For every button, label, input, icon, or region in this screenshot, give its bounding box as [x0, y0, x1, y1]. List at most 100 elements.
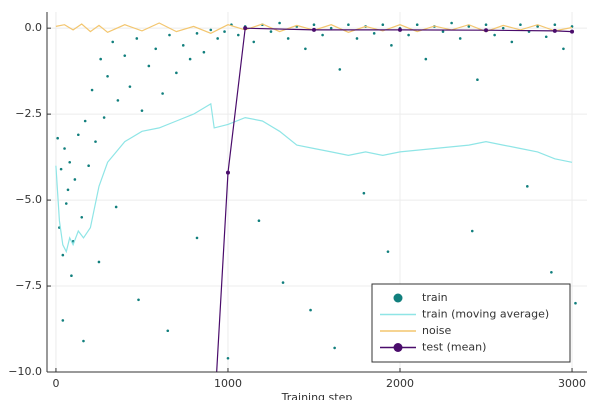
point [128, 85, 132, 88]
x-axis-label: Training step [281, 391, 353, 400]
point [484, 23, 488, 27]
point [526, 185, 529, 188]
point [181, 44, 185, 47]
marker [570, 29, 575, 34]
point [68, 160, 72, 164]
point [407, 33, 410, 37]
point [252, 40, 256, 44]
point [114, 205, 118, 209]
point [321, 33, 324, 37]
legend-marker [393, 343, 403, 352]
point [312, 23, 316, 27]
legend-label: test (mean) [422, 341, 486, 354]
point [94, 140, 97, 143]
point [450, 21, 453, 25]
point [562, 47, 565, 51]
point [116, 99, 120, 102]
marker [484, 28, 489, 33]
point [59, 167, 63, 171]
point [66, 188, 70, 192]
point [202, 50, 206, 54]
point [415, 23, 419, 27]
point [355, 37, 359, 40]
point [195, 32, 199, 35]
point [63, 147, 66, 150]
y-tick-label: −7.5 [15, 279, 42, 292]
marker [552, 28, 557, 33]
x-tick-label: 3000 [558, 377, 586, 390]
x-tick-label: 0 [52, 377, 59, 390]
legend-marker [393, 293, 403, 303]
point [188, 57, 192, 61]
point [501, 26, 505, 30]
y-tick-label: −2.5 [15, 107, 42, 120]
marker [311, 27, 316, 32]
legend-label: train [422, 291, 448, 304]
point [424, 57, 428, 61]
point [550, 270, 553, 274]
point [536, 25, 539, 28]
point [553, 23, 557, 27]
point [470, 229, 474, 233]
point [226, 356, 230, 360]
line [55, 102, 573, 254]
point [329, 26, 333, 30]
point [347, 23, 350, 27]
point [441, 30, 445, 33]
point [467, 25, 471, 28]
point [236, 33, 240, 37]
y-tick-label: −10.0 [8, 365, 42, 378]
marker [225, 170, 230, 175]
point [111, 40, 115, 44]
point [381, 23, 385, 27]
point [64, 202, 68, 205]
point [123, 54, 127, 57]
point [390, 44, 393, 47]
point [281, 281, 285, 284]
point [106, 74, 109, 78]
point [168, 33, 171, 37]
point [82, 339, 85, 343]
point [309, 308, 312, 312]
point [372, 32, 376, 35]
point [386, 250, 390, 253]
point [73, 178, 77, 181]
point [99, 57, 102, 61]
line [216, 27, 573, 372]
point [135, 37, 139, 40]
point [269, 30, 273, 33]
point [166, 329, 170, 333]
y-tick-label: 0.0 [25, 21, 43, 34]
point [77, 133, 80, 137]
point [195, 236, 199, 240]
x-tick-label: 1000 [214, 377, 242, 390]
point [257, 219, 261, 223]
point [102, 116, 106, 119]
point [137, 298, 140, 302]
point [519, 23, 522, 27]
point [510, 40, 514, 44]
point [97, 260, 101, 264]
point [338, 68, 342, 71]
point [161, 92, 164, 95]
point [304, 47, 307, 51]
y-tick-label: −5.0 [15, 193, 42, 206]
point [61, 319, 65, 322]
legend-box [371, 283, 571, 363]
point [286, 37, 290, 40]
line [55, 22, 573, 34]
marker [243, 26, 248, 31]
point [209, 28, 213, 32]
point [278, 21, 281, 25]
point [87, 164, 90, 167]
point [175, 71, 178, 75]
point [154, 47, 158, 51]
point [216, 37, 219, 40]
point [493, 33, 496, 37]
point [90, 88, 94, 92]
point [56, 136, 59, 140]
point [83, 119, 87, 123]
point [476, 78, 479, 82]
point [147, 64, 151, 68]
